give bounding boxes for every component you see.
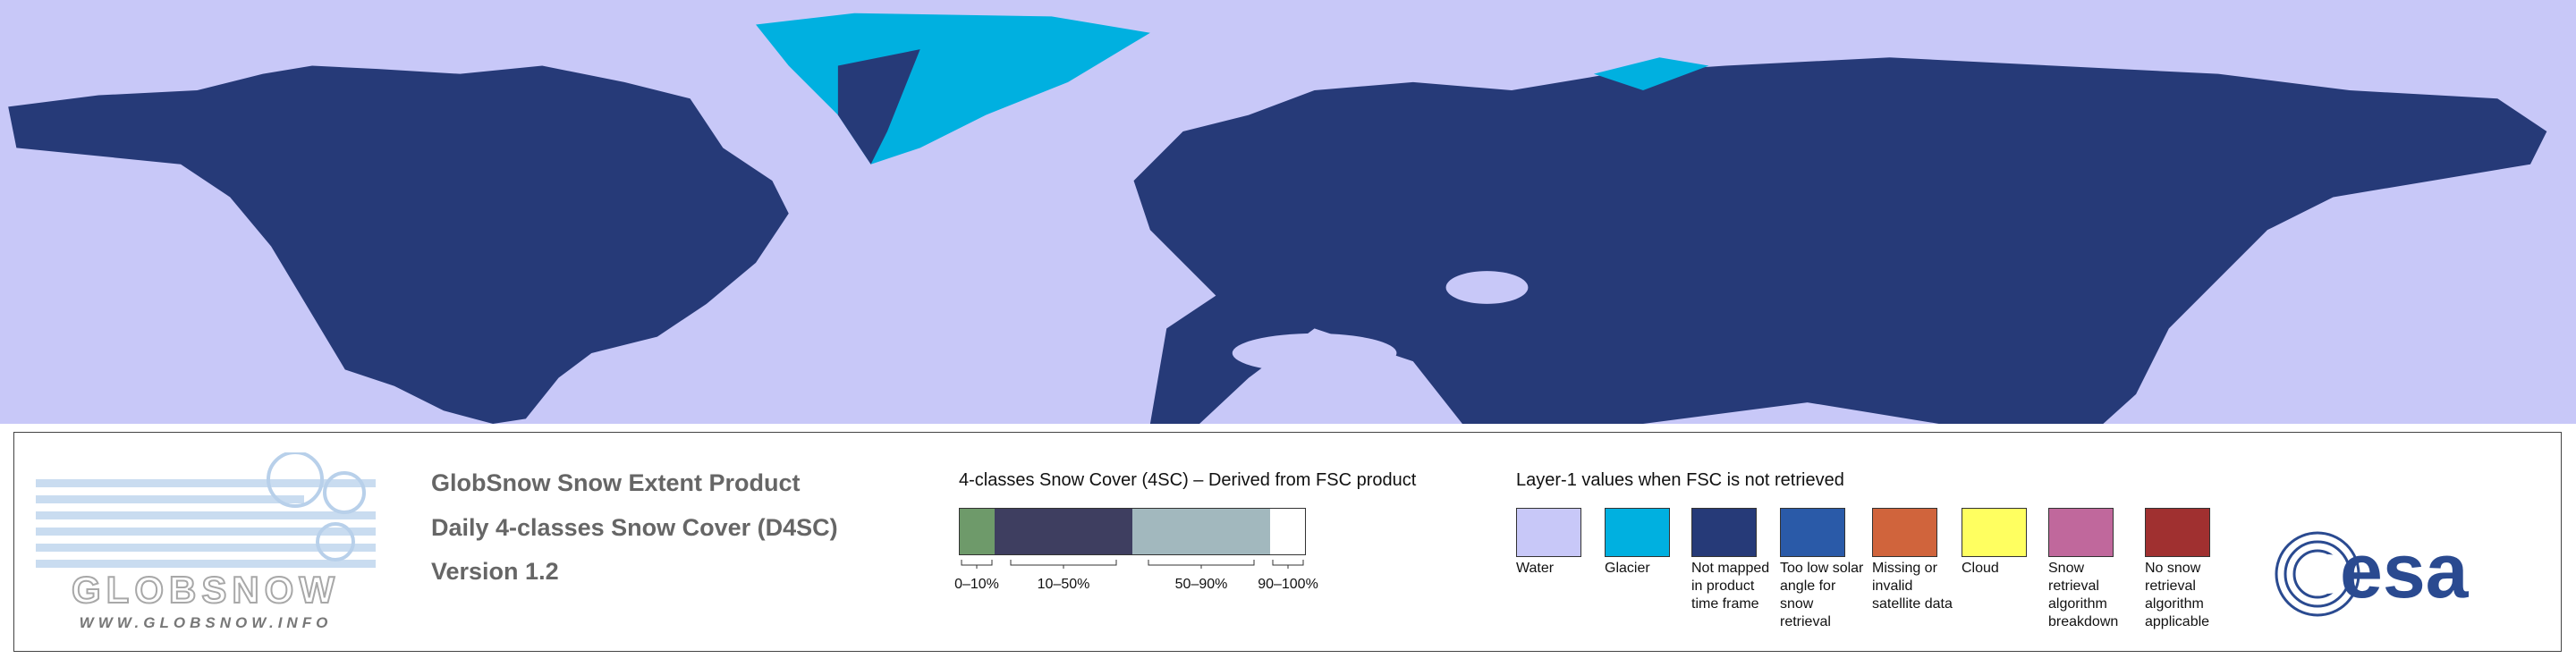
layer1-label: Snow retrieval algorithm breakdown	[2048, 561, 2119, 629]
layer1-swatch	[1516, 508, 1581, 557]
class-label: 10–50%	[1037, 577, 1090, 592]
brace	[1010, 560, 1117, 569]
brace	[961, 560, 993, 569]
class-label: 50–90%	[1174, 577, 1228, 592]
layer1-swatch	[1605, 508, 1670, 557]
brace	[1272, 560, 1304, 569]
layer1-label: No snow retrieval algorithm applicable	[2145, 561, 2210, 629]
product-subtitle: Daily 4-classes Snow Cover (D4SC)	[431, 514, 838, 541]
mediterranean	[1232, 333, 1397, 373]
product-title: GlobSnow Snow Extent Product	[431, 469, 801, 496]
layer1-label: Cloud	[1962, 561, 1999, 576]
black-sea	[1445, 271, 1529, 304]
layer1-label: Not mapped in product time frame	[1691, 561, 1770, 612]
land	[8, 13, 2547, 424]
class-label: 90–100%	[1258, 577, 1318, 592]
esa-logo: esa	[2275, 529, 2470, 617]
class-swatch	[959, 508, 995, 555]
layer1-swatch	[2048, 508, 2114, 557]
layer1-swatch	[1780, 508, 1845, 557]
layer1-swatch	[2145, 508, 2210, 557]
layer1-swatch	[1872, 508, 1937, 557]
eurasia	[1133, 57, 2547, 424]
layer1-title: Layer-1 values when FSC is not retrieved	[1516, 470, 1844, 490]
class-swatch	[1270, 508, 1306, 555]
class-label: 0–10%	[954, 577, 999, 592]
class-swatch	[1132, 508, 1270, 555]
agency: esa	[2340, 529, 2470, 614]
product-version: Version 1.2	[431, 558, 559, 585]
layer1-swatch	[1691, 508, 1757, 557]
braces	[961, 560, 1304, 569]
layer1-label: Water	[1516, 561, 1555, 576]
globsnow-logo: GLOBSNOW WWW.GLOBSNOW.INFO	[36, 452, 376, 631]
map	[0, 0, 2576, 424]
class-swatch	[995, 508, 1132, 555]
north-america	[8, 65, 789, 424]
layer1-swatch	[1962, 508, 2027, 557]
legend-panel: GLOBSNOW WWW.GLOBSNOW.INFO GlobSnow Snow…	[13, 432, 2562, 652]
layer1-label: Glacier	[1605, 561, 1650, 576]
layer1-label: Missing or invalid satellite data	[1872, 561, 1953, 612]
logo-url: WWW.GLOBSNOW.INFO	[80, 614, 333, 631]
layer1-label: Too low solar angle for snow retrieval	[1780, 561, 1864, 629]
logo-name: GLOBSNOW	[72, 569, 340, 611]
snow-cover-title: 4-classes Snow Cover (4SC) – Derived fro…	[959, 470, 1417, 490]
svalbard	[1593, 57, 1709, 91]
brace	[1148, 560, 1255, 569]
greenland-edge	[837, 49, 920, 165]
